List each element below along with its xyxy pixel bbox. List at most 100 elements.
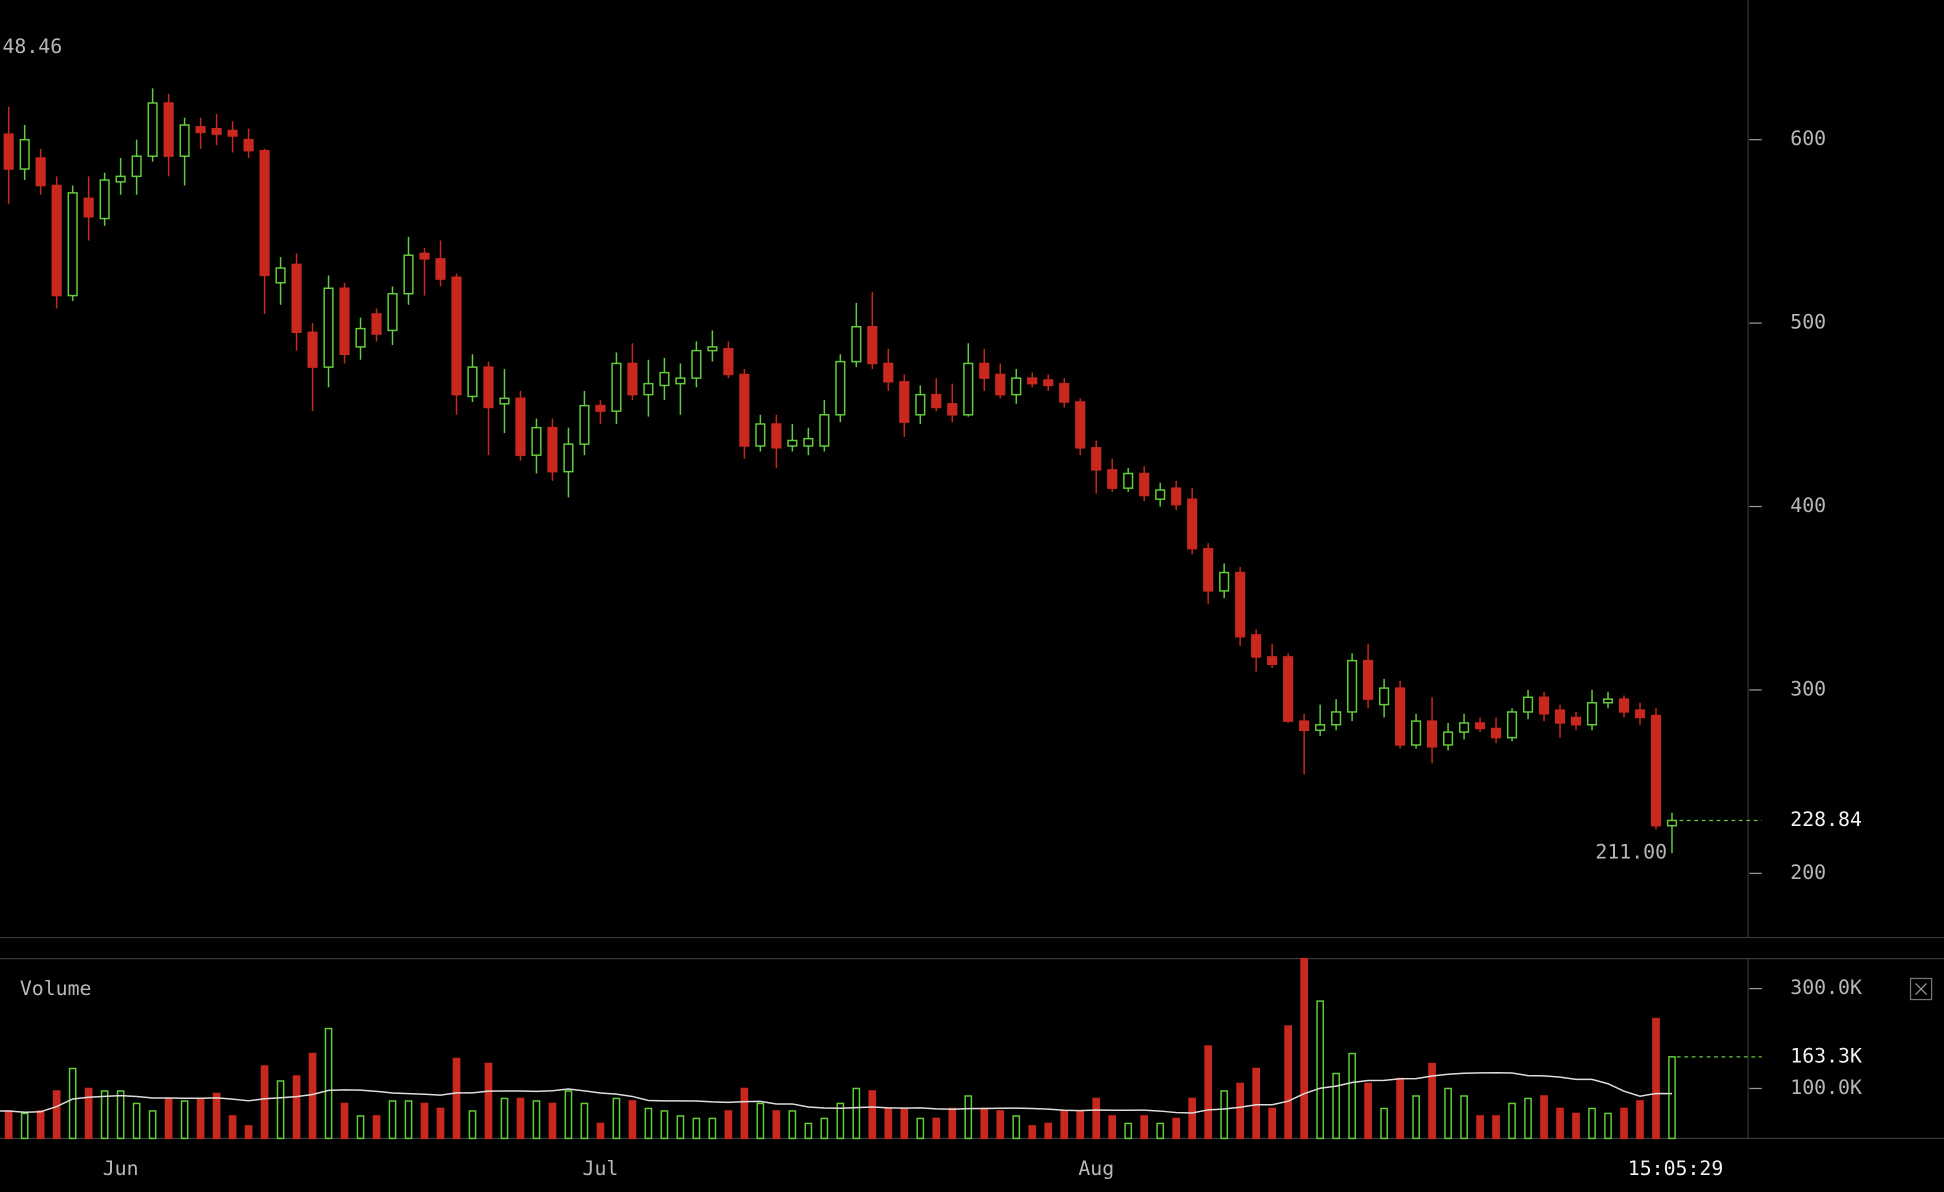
- candle-body: [1347, 659, 1358, 713]
- candle-body: [1586, 702, 1598, 726]
- candle-body: [1554, 709, 1566, 724]
- volume-bar: [548, 1102, 557, 1140]
- y-tick-label: 600: [1790, 127, 1826, 150]
- volume-bar: [292, 1075, 301, 1140]
- volume-bar: [1556, 1107, 1564, 1140]
- candle-body: [1123, 472, 1134, 489]
- volume-bar: [404, 1100, 413, 1140]
- candle-body: [1331, 711, 1342, 726]
- volume-bar: [660, 1110, 669, 1140]
- candle-body: [275, 267, 286, 284]
- volume-bar: [1044, 1122, 1053, 1140]
- volume-bar: [1460, 1095, 1468, 1140]
- candle-body: [131, 155, 142, 178]
- volume-bar: [1540, 1095, 1548, 1140]
- volume-bar: [4, 1110, 13, 1140]
- volume-bar: [100, 1090, 109, 1140]
- volume-bar: [1508, 1102, 1516, 1140]
- volume-bar: [1588, 1107, 1596, 1140]
- candle-body: [1634, 709, 1646, 719]
- candle-body: [1379, 687, 1390, 706]
- candle-body: [259, 149, 270, 277]
- volume-title: Volume: [20, 977, 92, 1000]
- candle-body: [915, 393, 926, 416]
- volume-bar: [52, 1090, 61, 1140]
- volume-average: [0, 1072, 1672, 1114]
- volume-bar: [884, 1107, 893, 1140]
- candle-body: [467, 366, 478, 398]
- volume-bar: [1012, 1115, 1021, 1140]
- candle-body: [115, 175, 126, 183]
- last-volume-label: 163.3K: [1790, 1044, 1862, 1067]
- candle-body: [291, 263, 302, 334]
- candle-body: [1299, 720, 1310, 732]
- candle-body: [1538, 696, 1550, 715]
- low-label: 211.00: [1595, 841, 1667, 864]
- candle-body: [179, 124, 190, 157]
- volume-bar: [1124, 1122, 1133, 1140]
- candle-body: [1187, 498, 1198, 550]
- high-label: 48.46: [2, 35, 62, 58]
- volume-bar: [436, 1107, 445, 1140]
- candle-body: [643, 382, 654, 396]
- candle-body: [323, 287, 334, 368]
- y-tick-label: 300: [1790, 677, 1826, 700]
- volume-bar: [1092, 1097, 1101, 1140]
- candle-body: [1171, 487, 1182, 506]
- volume-bar: [1636, 1100, 1644, 1140]
- candle-body: [739, 373, 750, 447]
- volume-bar: [20, 1112, 29, 1140]
- volume-bar: [132, 1102, 141, 1140]
- candle-body: [531, 426, 542, 456]
- volume-bar: [1172, 1117, 1181, 1140]
- candle-body: [771, 423, 782, 449]
- y-tick-label: 500: [1790, 311, 1826, 334]
- candle-body: [1522, 696, 1534, 713]
- close-button[interactable]: [1909, 977, 1933, 1001]
- candle-body: [1107, 469, 1118, 489]
- volume-bar: [1572, 1112, 1580, 1140]
- volume-bar: [148, 1110, 157, 1140]
- candle-body: [627, 362, 638, 396]
- candle-body: [819, 414, 830, 447]
- candle-body: [1650, 714, 1662, 827]
- candle-body: [1474, 722, 1486, 730]
- volume-bar: [196, 1097, 205, 1140]
- candle-body: [3, 133, 14, 170]
- volume-bar: [1220, 1090, 1229, 1140]
- candle-body: [35, 157, 46, 187]
- candle-body: [835, 360, 846, 416]
- volume-bar: [68, 1067, 77, 1140]
- candle-body: [403, 254, 414, 295]
- candle-body: [995, 373, 1006, 396]
- candle-body: [723, 348, 734, 376]
- candle-body: [1043, 379, 1054, 387]
- volume-bar: [1236, 1082, 1245, 1140]
- candle-body: [1283, 656, 1294, 722]
- volume-bar: [596, 1122, 605, 1140]
- candle-body: [1267, 656, 1278, 666]
- candle-body: [1091, 447, 1102, 471]
- candle-body: [1011, 377, 1022, 396]
- volume-bar: [1284, 1025, 1292, 1140]
- volume-bar: [868, 1090, 877, 1140]
- candle-body: [803, 437, 814, 447]
- candle-body: [387, 293, 398, 332]
- volume-bar: [1620, 1107, 1628, 1140]
- candle-body: [1666, 819, 1678, 827]
- volume-bar: [980, 1107, 989, 1140]
- candle-body: [755, 423, 766, 447]
- volume-bar: [260, 1065, 269, 1140]
- volume-bar: [1412, 1095, 1420, 1140]
- candle-body: [1618, 698, 1630, 713]
- candle-body: [1506, 711, 1518, 739]
- volume-bar: [628, 1100, 637, 1140]
- volume-bar: [788, 1110, 797, 1140]
- volume-bar: [84, 1087, 93, 1140]
- candle-body: [83, 197, 94, 218]
- volume-bar: [1652, 1017, 1660, 1140]
- volume-bar: [516, 1097, 525, 1140]
- candle-body: [547, 426, 558, 473]
